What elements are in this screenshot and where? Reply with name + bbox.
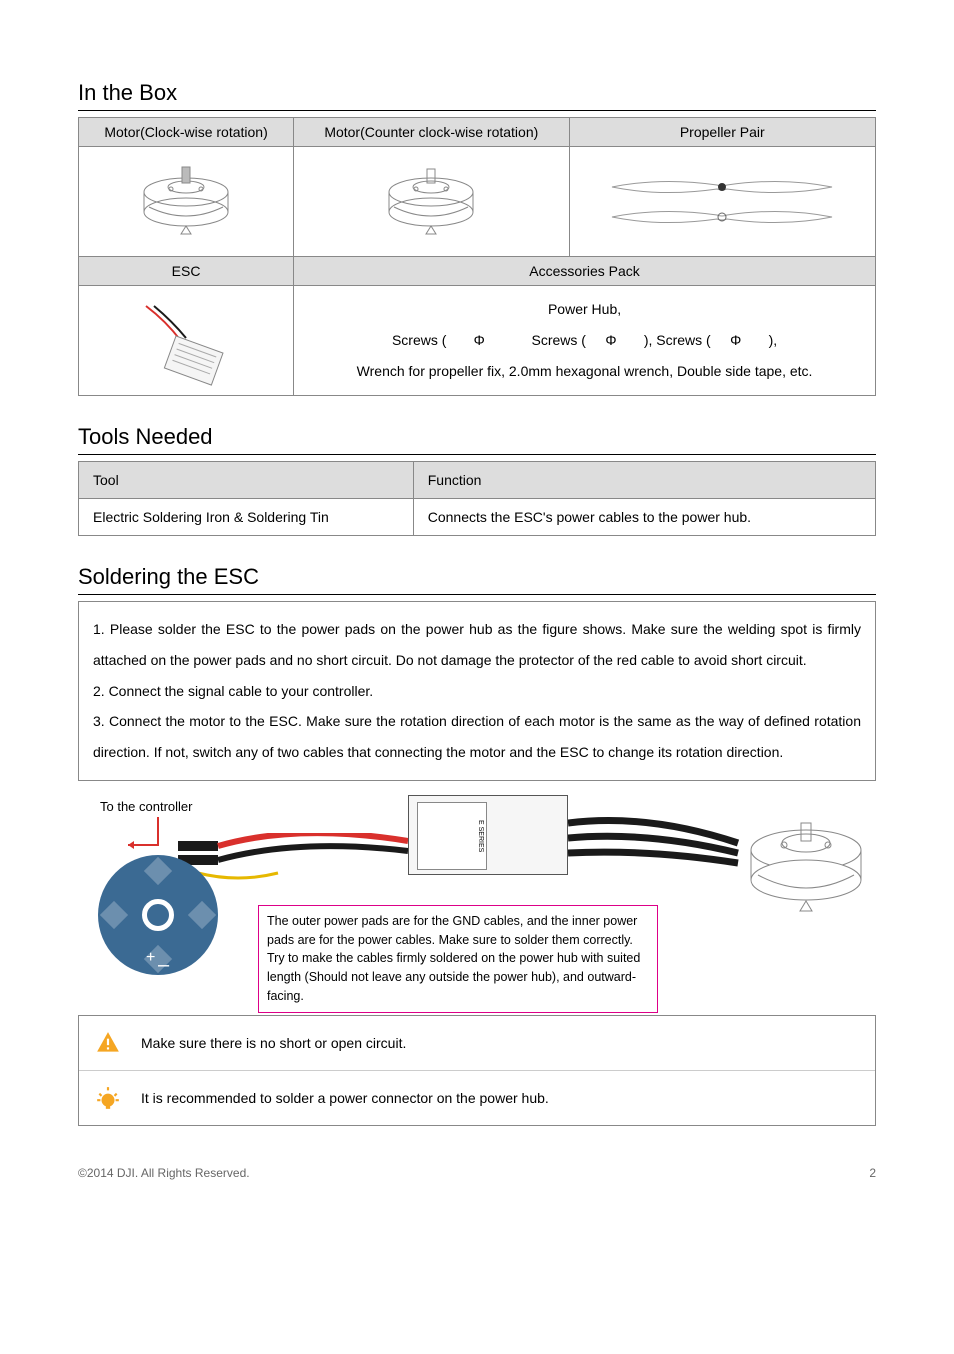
propeller-pair-icon xyxy=(602,167,842,237)
th-tool: Tool xyxy=(79,462,414,499)
accessories-line2: Screws ( Φ Screws ( Φ ), Screws ( Φ xyxy=(302,325,867,356)
acc-l2a: Screws ( xyxy=(392,332,446,348)
step-3: 3. Connect the motor to the ESC. Make su… xyxy=(93,706,861,768)
soldering-diagram: To the controller + – xyxy=(78,795,876,1005)
power-hub-icon: + – xyxy=(98,855,218,975)
hub-center-icon xyxy=(142,899,174,931)
soldering-steps-box: 1. Please solder the ESC to the power pa… xyxy=(78,601,876,781)
document-page: In the Box Motor(Clock-wise rotation) Mo… xyxy=(0,0,954,1220)
callout-tip-text: It is recommended to solder a power conn… xyxy=(141,1090,549,1106)
section-in-the-box: In the Box Motor(Clock-wise rotation) Mo… xyxy=(78,80,876,396)
acc-l2b: Screws ( xyxy=(532,332,586,348)
acc-l2c: ), Screws ( xyxy=(644,332,711,348)
in-the-box-table: Motor(Clock-wise rotation) Motor(Counter… xyxy=(78,117,876,396)
callouts-box: Make sure there is no short or open circ… xyxy=(78,1015,876,1126)
cell-accessories-text: Power Hub, Screws ( Φ Screws ( Φ ), Scre… xyxy=(294,286,876,396)
th-esc: ESC xyxy=(79,257,294,286)
esc-label: E SERIES xyxy=(417,802,487,870)
cell-propeller-image xyxy=(569,147,875,257)
acc-phi1: Φ xyxy=(474,332,485,348)
th-motor-ccw: Motor(Counter clock-wise rotation) xyxy=(294,118,569,147)
motor-cw-icon xyxy=(131,157,241,247)
step-2: 2. Connect the signal cable to your cont… xyxy=(93,676,861,707)
heading-tools-needed: Tools Needed xyxy=(78,424,876,455)
callout-warning: Make sure there is no short or open circ… xyxy=(79,1016,875,1070)
label-to-controller: To the controller xyxy=(100,799,193,814)
esc-motor-wires-icon xyxy=(568,813,758,883)
solder-note-box: The outer power pads are for the GND cab… xyxy=(258,905,658,1013)
footer-copyright: ©2014 DJI. All Rights Reserved. xyxy=(78,1166,250,1180)
heading-in-the-box: In the Box xyxy=(78,80,876,111)
acc-l2d: ), xyxy=(769,332,778,348)
tools-table: Tool Function Electric Soldering Iron & … xyxy=(78,461,876,536)
warning-icon xyxy=(95,1030,121,1056)
accessories-line1: Power Hub, xyxy=(302,294,867,325)
th-accessories: Accessories Pack xyxy=(294,257,876,286)
callout-warning-text: Make sure there is no short or open circ… xyxy=(141,1035,406,1051)
callout-tip: It is recommended to solder a power conn… xyxy=(79,1070,875,1125)
section-tools-needed: Tools Needed Tool Function Electric Sold… xyxy=(78,424,876,536)
table-row: Electric Soldering Iron & Soldering Tin … xyxy=(79,499,876,536)
td-tool: Electric Soldering Iron & Soldering Tin xyxy=(79,499,414,536)
hub-pad-icon xyxy=(100,901,128,929)
hub-pad-icon xyxy=(188,901,216,929)
motor-diagram-icon xyxy=(736,805,876,925)
solder-note-text: The outer power pads are for the GND cab… xyxy=(267,914,640,1003)
hub-esc-wires-icon xyxy=(178,833,428,893)
esc-module-icon: E SERIES xyxy=(408,795,568,875)
step-1: 1. Please solder the ESC to the power pa… xyxy=(93,614,861,676)
cell-motor-ccw-image xyxy=(294,147,569,257)
arrow-to-controller-icon xyxy=(118,815,168,855)
section-soldering: Soldering the ESC 1. Please solder the E… xyxy=(78,564,876,1126)
acc-phi3: Φ xyxy=(730,332,741,348)
esc-icon xyxy=(126,296,246,386)
cell-esc-image xyxy=(79,286,294,396)
accessories-line3: Wrench for propeller fix, 2.0mm hexagona… xyxy=(302,356,867,387)
esc-label-text: E SERIES xyxy=(477,820,484,852)
hub-pad-icon xyxy=(144,857,172,885)
tip-icon xyxy=(95,1085,121,1111)
motor-ccw-icon xyxy=(376,157,486,247)
footer-page-number: 2 xyxy=(869,1166,876,1180)
acc-phi2: Φ xyxy=(605,332,616,348)
th-function: Function xyxy=(413,462,875,499)
cell-motor-cw-image xyxy=(79,147,294,257)
th-motor-cw: Motor(Clock-wise rotation) xyxy=(79,118,294,147)
th-propeller-pair: Propeller Pair xyxy=(569,118,875,147)
td-function: Connects the ESC's power cables to the p… xyxy=(413,499,875,536)
page-footer: ©2014 DJI. All Rights Reserved. 2 xyxy=(78,1166,876,1180)
heading-soldering: Soldering the ESC xyxy=(78,564,876,595)
